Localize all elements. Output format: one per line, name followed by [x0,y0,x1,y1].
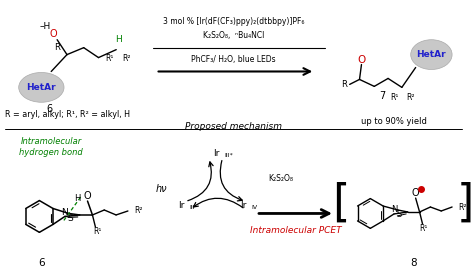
Text: III: III [189,205,195,210]
Text: K₂S₂O₈,  ⁿBu₄NCl: K₂S₂O₈, ⁿBu₄NCl [203,31,264,40]
Text: R¹: R¹ [419,224,428,233]
Text: 3 mol % [Ir(dF(CF₃)ppy)₂(dtbbpy)]PF₆: 3 mol % [Ir(dF(CF₃)ppy)₂(dtbbpy)]PF₆ [163,17,304,26]
Text: R²: R² [122,54,130,63]
Text: IV: IV [251,205,257,210]
Text: S: S [67,214,73,223]
Text: Intramolecular PCET: Intramolecular PCET [250,226,341,235]
Text: hν: hν [156,184,167,194]
Ellipse shape [18,72,64,102]
Text: O: O [357,55,365,65]
Text: PhCF₃/ H₂O, blue LEDs: PhCF₃/ H₂O, blue LEDs [191,55,276,64]
Text: N: N [62,208,68,217]
Text: Intramolecular
hydrogen bond: Intramolecular hydrogen bond [19,137,83,157]
Text: R²: R² [407,93,415,102]
Text: Proposed mechanism: Proposed mechanism [185,122,282,130]
Text: N: N [391,206,397,214]
Text: [: [ [332,182,349,225]
Text: 8: 8 [410,258,417,268]
Text: R: R [341,80,346,89]
Text: R²: R² [459,203,467,211]
Text: 6: 6 [46,104,52,114]
Text: ]: ] [456,182,474,225]
Text: R¹: R¹ [93,227,101,236]
Text: up to 90% yield: up to 90% yield [361,117,427,126]
Text: HetAr: HetAr [417,50,446,59]
Text: Ir: Ir [213,149,220,158]
Text: O: O [84,191,91,201]
Text: –H: –H [40,22,51,31]
Text: R²: R² [135,207,143,215]
Text: 6: 6 [38,258,45,268]
Text: 7: 7 [379,91,385,101]
Text: Ir: Ir [240,201,246,210]
Ellipse shape [410,40,452,69]
Text: H: H [115,35,121,44]
Text: H: H [74,194,81,203]
Text: O: O [412,188,419,198]
Text: R¹: R¹ [105,54,113,63]
Text: R: R [54,43,60,52]
Text: R¹: R¹ [390,93,398,102]
Text: HetAr: HetAr [27,83,56,92]
Text: O: O [49,29,57,39]
Text: S: S [396,210,401,220]
Text: III*: III* [225,153,233,158]
Text: K₂S₂O₈: K₂S₂O₈ [268,174,293,183]
Text: R = aryl, alkyl; R¹, R² = alkyl, H: R = aryl, alkyl; R¹, R² = alkyl, H [5,110,130,119]
Text: Ir: Ir [178,201,184,210]
